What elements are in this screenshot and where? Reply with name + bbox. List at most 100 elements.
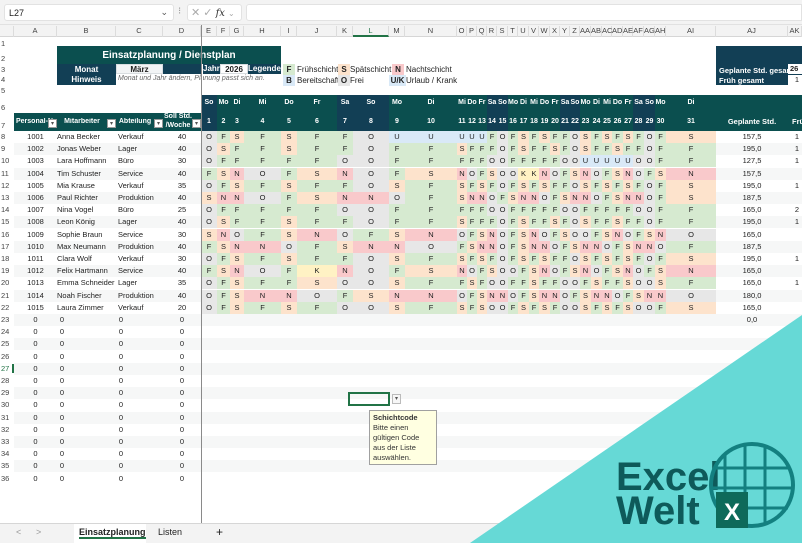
- column-header-f[interactable]: F: [217, 26, 230, 37]
- shift-cell[interactable]: O: [644, 253, 655, 265]
- shift-cell[interactable]: N: [529, 228, 539, 241]
- shift-cell[interactable]: O: [570, 179, 580, 192]
- shift-cell[interactable]: F: [457, 155, 467, 168]
- shift-cell[interactable]: S: [457, 216, 467, 229]
- shift-cell[interactable]: F: [518, 265, 529, 278]
- shift-cell[interactable]: O: [539, 192, 550, 204]
- shift-cell[interactable]: N: [353, 240, 389, 253]
- shift-cell[interactable]: F: [467, 301, 477, 314]
- shift-cell[interactable]: F: [623, 289, 633, 302]
- shift-cell[interactable]: S: [529, 289, 539, 302]
- shift-cell[interactable]: O: [337, 228, 353, 241]
- column-header-c[interactable]: C: [116, 26, 163, 37]
- shift-cell[interactable]: S: [518, 131, 529, 143]
- shift-cell[interactable]: S: [550, 216, 560, 229]
- shift-cell[interactable]: O: [666, 289, 716, 302]
- column-header-t[interactable]: T: [508, 26, 518, 37]
- shift-cell[interactable]: O: [297, 289, 337, 302]
- filter-personal-button[interactable]: ▾: [48, 119, 57, 128]
- shift-cell[interactable]: F: [518, 289, 529, 302]
- shift-cell[interactable]: F: [591, 131, 602, 143]
- shift-cell[interactable]: O: [353, 253, 389, 265]
- shift-cell[interactable]: N: [539, 265, 550, 278]
- shift-cell[interactable]: S: [655, 265, 666, 278]
- shift-cell[interactable]: S: [230, 277, 244, 290]
- column-header-h[interactable]: H: [244, 26, 281, 37]
- shift-cell[interactable]: S: [389, 179, 405, 192]
- column-header-g[interactable]: G: [230, 26, 244, 37]
- shift-cell[interactable]: N: [337, 167, 353, 180]
- shift-cell[interactable]: N: [612, 228, 623, 241]
- shift-cell[interactable]: F: [612, 277, 623, 290]
- column-header-o[interactable]: O: [457, 26, 467, 37]
- shift-cell[interactable]: O: [244, 265, 281, 278]
- row-header-34[interactable]: 34: [1, 449, 10, 459]
- shift-cell[interactable]: F: [655, 179, 666, 192]
- shift-cell[interactable]: N: [550, 289, 560, 302]
- shift-cell[interactable]: S: [230, 289, 244, 302]
- shift-cell[interactable]: F: [477, 167, 487, 180]
- shift-cell[interactable]: O: [644, 192, 655, 204]
- shift-cell[interactable]: N: [457, 167, 467, 180]
- shift-cell[interactable]: S: [529, 277, 539, 290]
- row-header-32[interactable]: 32: [1, 424, 10, 434]
- shift-cell[interactable]: S: [666, 253, 716, 265]
- shift-cell[interactable]: F: [467, 216, 477, 229]
- jahr-input[interactable]: 2026: [220, 64, 248, 74]
- shift-cell[interactable]: F: [281, 167, 297, 180]
- shift-cell[interactable]: O: [666, 228, 716, 241]
- shift-cell[interactable]: F: [655, 155, 666, 168]
- shift-cell[interactable]: N: [529, 192, 539, 204]
- shift-cell[interactable]: F: [591, 179, 602, 192]
- shift-cell[interactable]: F: [244, 179, 281, 192]
- shift-cell[interactable]: N: [244, 240, 281, 253]
- shift-cell[interactable]: S: [217, 143, 230, 156]
- shift-cell[interactable]: O: [353, 265, 389, 278]
- shift-cell[interactable]: O: [353, 179, 389, 192]
- shift-cell[interactable]: S: [281, 253, 297, 265]
- shift-cell[interactable]: O: [201, 179, 217, 192]
- row-header-10[interactable]: 10: [1, 156, 10, 166]
- shift-cell[interactable]: O: [487, 301, 497, 314]
- tab-einsatzplanung[interactable]: Einsatzplanung: [74, 524, 146, 543]
- shift-cell[interactable]: N: [487, 240, 497, 253]
- shift-cell[interactable]: S: [633, 289, 644, 302]
- shift-cell[interactable]: S: [602, 253, 612, 265]
- shift-cell[interactable]: N: [217, 192, 230, 204]
- row-header-24[interactable]: 24: [1, 327, 10, 337]
- shift-cell[interactable]: O: [655, 240, 666, 253]
- shift-cell[interactable]: F: [217, 131, 230, 143]
- shift-cell[interactable]: O: [337, 277, 353, 290]
- shift-cell[interactable]: F: [666, 155, 716, 168]
- row-header-17[interactable]: 17: [1, 241, 10, 251]
- shift-cell[interactable]: F: [623, 143, 633, 156]
- column-header-q[interactable]: Q: [477, 26, 487, 37]
- column-header-r[interactable]: R: [487, 26, 497, 37]
- shift-cell[interactable]: N: [477, 240, 487, 253]
- shift-cell[interactable]: N: [591, 240, 602, 253]
- shift-cell[interactable]: F: [297, 179, 337, 192]
- shift-cell[interactable]: F: [560, 216, 570, 229]
- shift-cell[interactable]: O: [612, 289, 623, 302]
- shift-cell[interactable]: F: [281, 265, 297, 278]
- shift-cell[interactable]: O: [497, 265, 508, 278]
- shift-cell[interactable]: N: [487, 228, 497, 241]
- shift-cell[interactable]: S: [612, 192, 623, 204]
- row-header-3[interactable]: 3: [1, 65, 6, 74]
- shift-cell[interactable]: F: [497, 192, 508, 204]
- shift-cell[interactable]: F: [580, 277, 591, 290]
- shift-cell[interactable]: O: [389, 192, 405, 204]
- shift-cell[interactable]: F: [389, 265, 405, 278]
- shift-cell[interactable]: F: [539, 204, 550, 217]
- shift-cell[interactable]: N: [487, 289, 497, 302]
- shift-cell[interactable]: U: [477, 131, 487, 143]
- shift-cell[interactable]: O: [337, 301, 353, 314]
- shift-cell[interactable]: F: [591, 143, 602, 156]
- shift-cell[interactable]: F: [539, 216, 550, 229]
- shift-cell[interactable]: O: [497, 216, 508, 229]
- shift-cell[interactable]: F: [337, 143, 353, 156]
- shift-cell[interactable]: O: [602, 240, 612, 253]
- shift-cell[interactable]: F: [529, 216, 539, 229]
- shift-cell[interactable]: O: [560, 289, 570, 302]
- shift-cell[interactable]: S: [201, 228, 217, 241]
